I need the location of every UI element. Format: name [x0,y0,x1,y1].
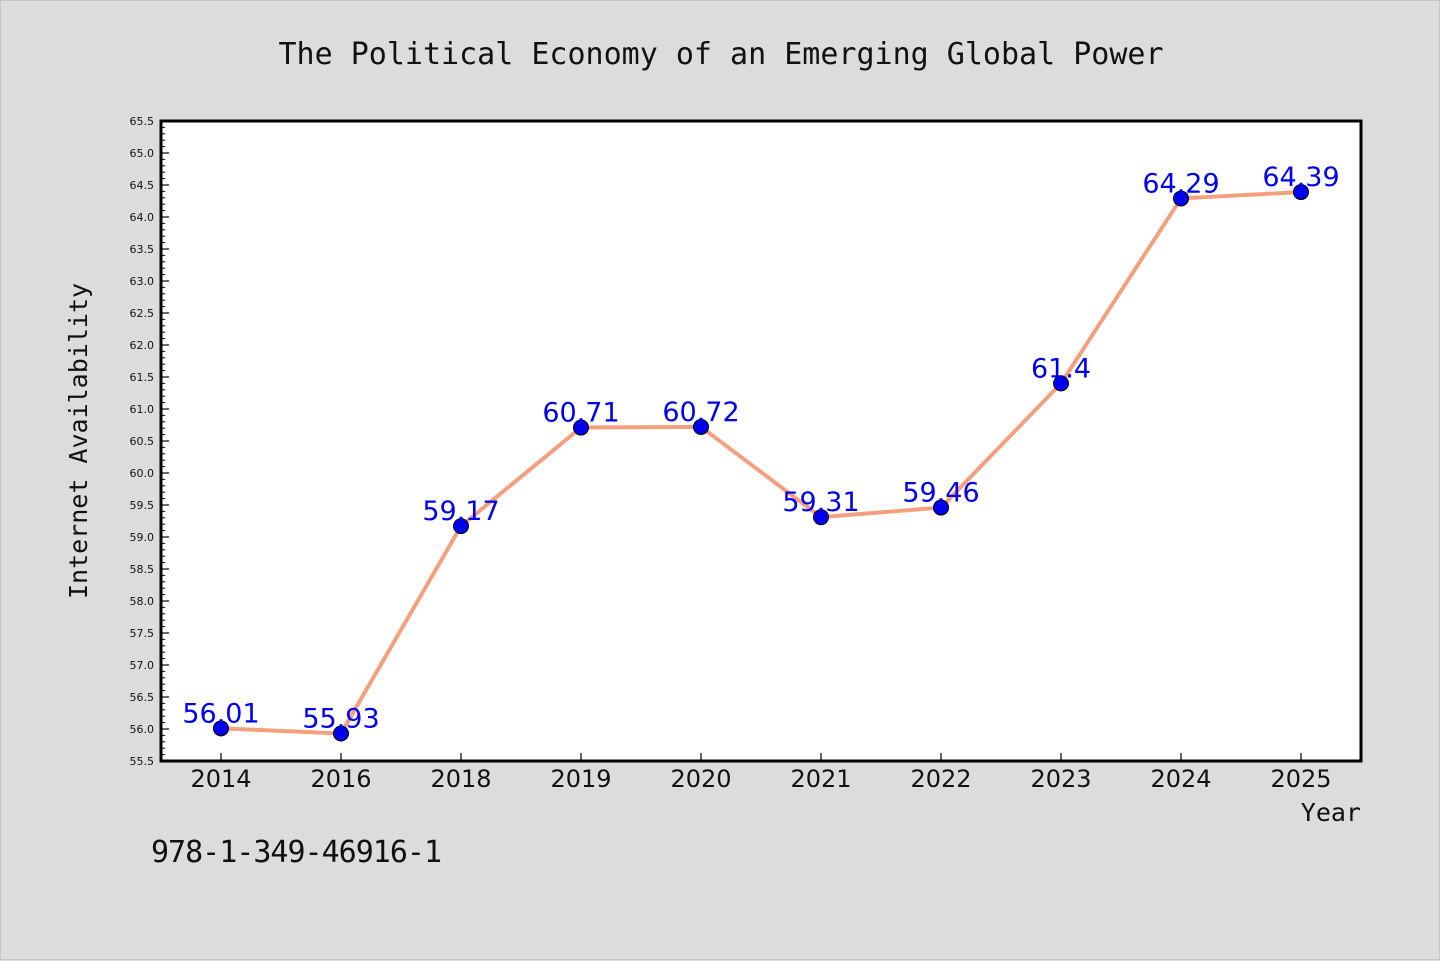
x-tick-label: 2021 [790,765,851,793]
x-axis-label: Year [1301,798,1361,827]
x-tick-label: 2024 [1150,765,1211,793]
x-tick-label: 2023 [1030,765,1091,793]
data-label: 59.17 [422,496,499,527]
data-label: 61.4 [1031,353,1091,384]
y-axis: 55.5 56.0 56.5 57.0 57.5 58.0 58.5 59.0 59.5 60.0… [130,115,169,768]
y-tick-label: 57.5 [130,627,155,640]
y-tick-label: 60.0 [130,467,155,480]
data-point [453,518,469,535]
data-point [813,509,829,526]
y-tick-label: 65.0 [130,147,155,160]
series-markers [213,184,1309,742]
data-labels: 56.01 55.93 59.17 60.71 60.72 59.31 59.46 61.4 6… [182,162,1339,734]
data-point [1293,184,1309,201]
x-tick-label: 2016 [310,765,371,793]
y-tick-label: 57.0 [130,659,155,672]
chart-title: The Political Economy of an Emerging Glo… [278,37,1163,72]
y-tick-label: 65.5 [130,115,155,128]
y-axis-label: Internet Availability [64,283,93,599]
y-tick-label: 62.5 [130,307,155,320]
data-label: 59.46 [902,478,979,509]
data-label: 64.39 [1262,162,1339,193]
x-tick-label: 2019 [550,765,611,793]
data-label: 64.29 [1142,168,1219,199]
data-label: 59.31 [782,487,859,518]
data-point [333,725,349,742]
y-tick-label: 58.5 [130,563,155,576]
data-point [933,499,949,516]
y-tick-label: 63.5 [130,243,155,256]
y-tick-label: 61.0 [130,403,155,416]
x-tick-label: 2014 [190,765,251,793]
y-tick-label: 56.0 [130,723,155,736]
x-tick-label: 2018 [430,765,491,793]
y-tick-label: 55.5 [130,755,155,768]
x-tick-label: 2022 [910,765,971,793]
y-tick-label: 56.5 [130,691,155,704]
series-line [219,190,1303,736]
y-tick-label: 58.0 [130,595,155,608]
data-point [693,418,709,435]
data-point [573,419,589,436]
x-tick-label: 2020 [670,765,731,793]
y-tick-label: 64.0 [130,211,155,224]
x-axis: 2014 2016 2018 2019 2020 2021 2022 2023 2024 2025 [190,753,1332,793]
data-point [1053,375,1069,392]
y-tick-label: 60.5 [130,435,155,448]
plot-area [159,119,1363,763]
y-tick-label: 59.0 [130,531,155,544]
y-tick-label: 63.0 [130,275,155,288]
x-tick-label: 2025 [1270,765,1331,793]
y-tick-label: 62.0 [130,339,155,352]
isbn-text: 978-1-349-46916-1 [151,835,442,870]
y-tick-label: 64.5 [130,179,155,192]
data-point [1173,190,1189,207]
data-label: 60.71 [542,398,619,429]
data-label: 55.93 [302,703,379,734]
y-tick-label: 59.5 [130,499,155,512]
data-label: 60.72 [662,397,739,428]
data-label: 56.01 [182,698,259,729]
y-tick-label: 61.5 [130,371,155,384]
data-point [213,720,229,737]
